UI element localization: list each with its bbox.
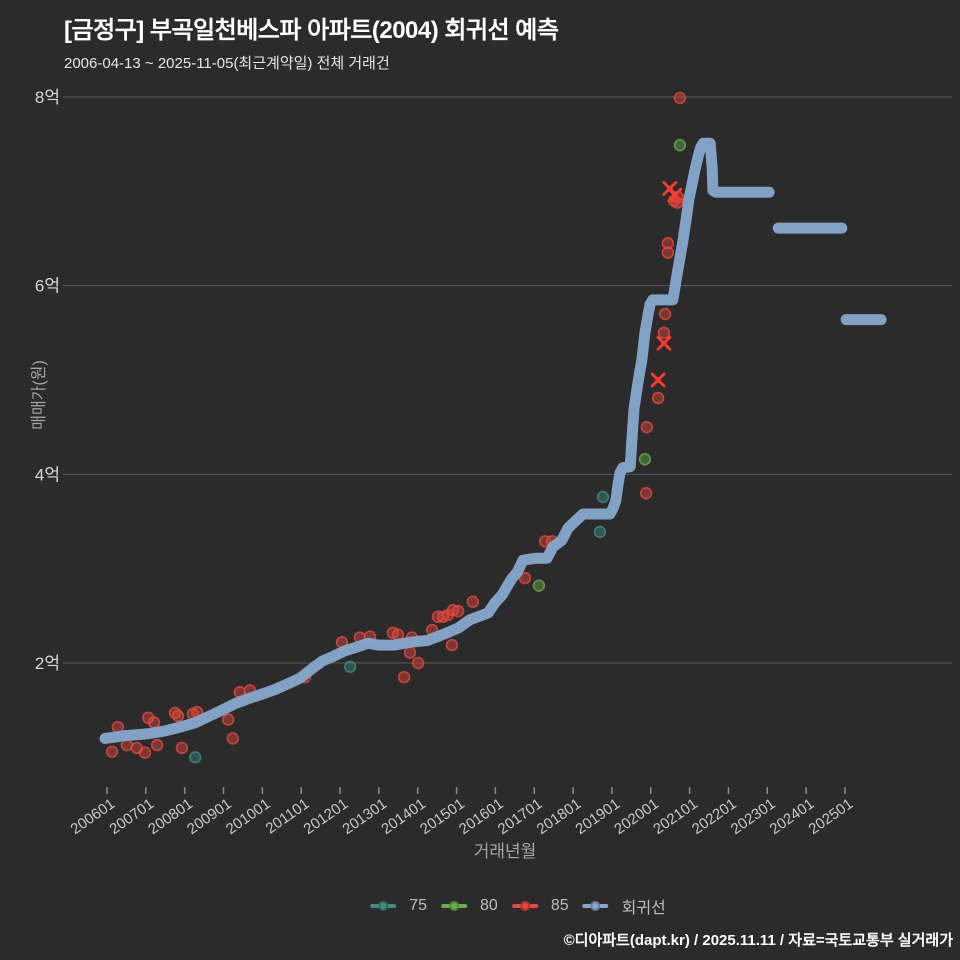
legend-marker-dot (590, 901, 601, 911)
y-axis-title: 매매가(원) (30, 360, 48, 430)
footer-credit: ©디아파트(dapt.kr) / 2025.11.11 / 자료=국토교통부 실… (563, 932, 953, 949)
scatter-point-85 (403, 646, 417, 659)
legend-label: 회귀선 (621, 900, 666, 917)
scatter-point-85 (171, 709, 185, 723)
scatter-point-85 (657, 326, 671, 340)
legend-item-80[interactable]: 80 (441, 897, 498, 915)
x-tick-label: 202501 (805, 795, 856, 838)
scatter-point-85 (138, 746, 152, 759)
legend-marker-dot (378, 901, 389, 911)
y-tick-label: 6억 (35, 277, 60, 296)
scatter-point-80 (638, 453, 652, 466)
legend-marker-icon (511, 901, 538, 911)
scatter-point-85 (226, 732, 240, 745)
x-marker-center (671, 192, 678, 199)
scatter-point-85 (518, 571, 532, 585)
legend-marker-dot (519, 901, 530, 911)
scatter-point-75 (596, 490, 610, 504)
legend-label: 80 (480, 897, 498, 914)
scatter-point-85 (661, 246, 675, 259)
scatter-point-85 (658, 307, 672, 321)
legend-marker-icon (441, 901, 468, 911)
scatter-point-85 (651, 391, 665, 405)
legend-item-회귀선[interactable]: 회귀선 (582, 894, 666, 918)
scatter-point-80 (673, 138, 687, 152)
legend-item-75[interactable]: 75 (370, 897, 427, 915)
scatter-point-85 (221, 713, 235, 726)
page-title: [금정구] 부곡일천베스파 아파트(2004) 회귀선 예측 (64, 17, 559, 44)
scatter-point-75 (593, 525, 607, 539)
x-marker-center (655, 377, 662, 384)
scatter-point-85 (451, 604, 465, 618)
scatter-point-85 (175, 741, 189, 755)
scatter-point-80 (532, 579, 546, 592)
legend-marker-dot (449, 901, 460, 911)
y-tick-label: 4억 (35, 465, 60, 484)
scatter-point-75 (188, 751, 202, 764)
scatter-point-85 (661, 237, 675, 250)
x-axis-title: 거래년월 (474, 842, 537, 861)
legend-label: 85 (550, 897, 569, 914)
scatter-point-85 (397, 670, 411, 684)
regression-line-segment-1 (99, 137, 775, 744)
scatter-point-85 (147, 716, 161, 729)
scatter-point-85 (411, 656, 425, 670)
legend-label: 75 (409, 897, 428, 914)
scatter-point-85 (466, 595, 480, 608)
x-tick-label: 201001 (223, 795, 274, 838)
scatter-point-85 (673, 91, 687, 105)
y-tick-label: 2억 (35, 654, 60, 673)
scatter-point-85 (445, 638, 459, 652)
legend-marker-icon (370, 901, 397, 911)
page-subtitle: 2006-04-13 ~ 2025-11-05(최근계약일) 전체 거래건 (64, 55, 390, 72)
legend-marker-icon (582, 901, 609, 911)
scatter-point-75 (343, 660, 357, 673)
chart-header: [금정구] 부곡일천베스파 아파트(2004) 회귀선 예측 2006-04-1… (64, 10, 559, 73)
scatter-point-85 (640, 420, 654, 434)
y-tick-label: 8억 (35, 88, 60, 107)
scatter-point-85 (639, 487, 653, 500)
legend-item-85[interactable]: 85 (511, 897, 569, 915)
x-marker-center (660, 340, 667, 347)
scatter-point-85 (105, 745, 119, 758)
chart-legend: 75 80 85 회귀선 (370, 894, 666, 918)
scatter-point-85 (150, 738, 164, 752)
